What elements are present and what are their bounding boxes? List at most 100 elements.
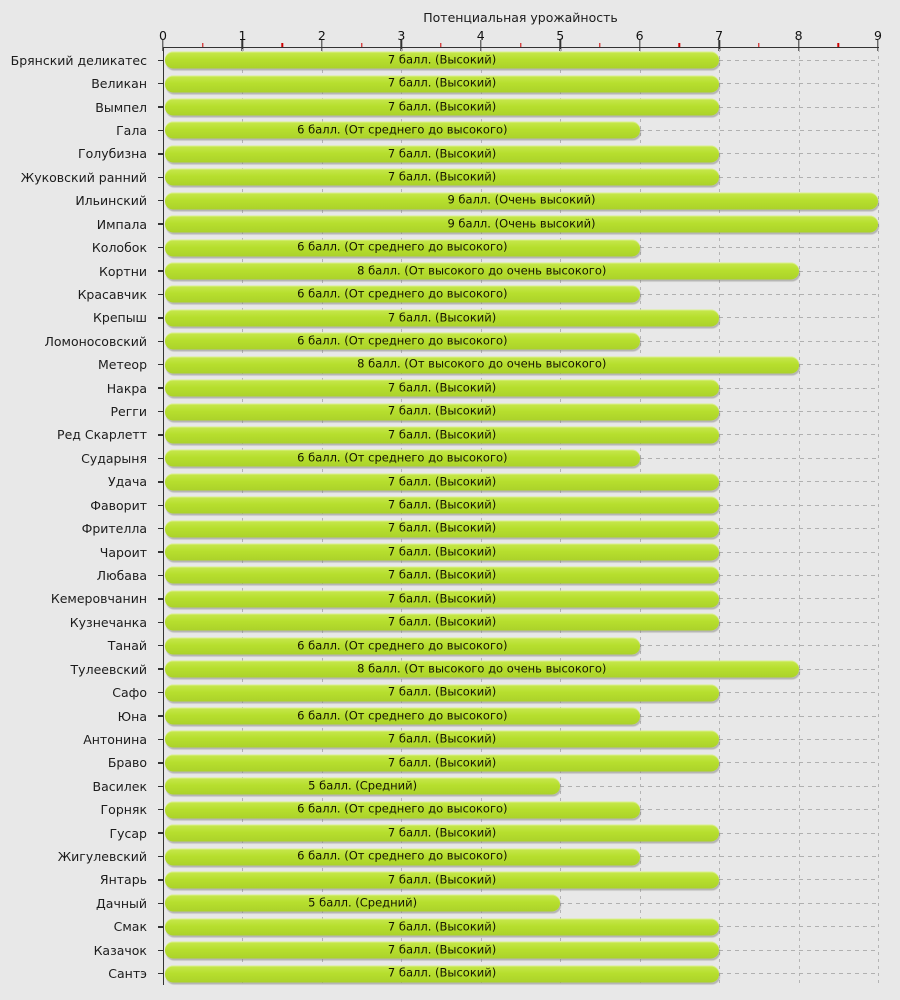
bar: 7 балл. (Высокий): [165, 684, 720, 702]
row-label: Гусар: [109, 825, 148, 841]
row-label: Кортни: [98, 263, 147, 279]
bar: 6 балл. (От среднего до высокого): [165, 707, 640, 725]
chart-row: Регги 7 балл. (Высокий): [0, 400, 878, 423]
row-label: Янтарь: [99, 872, 147, 888]
bar-area: 7 балл. (Высокий): [158, 939, 878, 962]
chart-row: Сафо 7 балл. (Высокий): [0, 681, 878, 704]
bar-area: 7 балл. (Высокий): [158, 49, 878, 72]
bar: 7 балл. (Высокий): [165, 51, 720, 69]
bar: 7 балл. (Высокий): [165, 543, 720, 561]
guide-line: [719, 621, 878, 623]
bar: 8 балл. (От высокого до очень высокого): [165, 356, 799, 374]
row-label: Сантэ: [108, 966, 147, 982]
bar-area: 6 балл. (От среднего до высокого): [158, 704, 878, 727]
bar-area: 6 балл. (От среднего до высокого): [158, 283, 878, 306]
chart-row: Накра 7 балл. (Высокий): [0, 376, 878, 399]
row-label: Фрителла: [81, 521, 147, 537]
chart-row: Кузнечанка 7 балл. (Высокий): [0, 611, 878, 634]
guide-line: [719, 176, 878, 178]
axis-title: Потенциальная урожайность: [423, 10, 618, 25]
bar-value-label: 6 балл. (От среднего до высокого): [297, 286, 508, 301]
bar: 7 балл. (Высокий): [165, 98, 720, 116]
row-label: Сударыня: [81, 450, 147, 466]
guide-line: [719, 574, 878, 576]
bar-value-label: 9 балл. (Очень высокий): [447, 192, 596, 207]
bar-value-label: 7 балл. (Высокий): [387, 99, 497, 114]
x-tick-label: 7: [715, 28, 724, 43]
x-tick-label: 9: [874, 28, 882, 43]
bar-area: 7 балл. (Высокий): [158, 915, 878, 938]
chart-row: Ломоносовский 6 балл. (От среднего до выс…: [0, 330, 878, 353]
row-label: Кемеровчанин: [50, 591, 147, 607]
x-minor-tick: [837, 43, 839, 48]
bar: 6 балл. (От среднего до высокого): [165, 121, 640, 139]
y-axis-tick: [158, 949, 163, 951]
row-label: Антонина: [83, 731, 147, 747]
bar-area: 8 балл. (От высокого до очень высокого): [158, 657, 878, 680]
bar: 6 балл. (От среднего до высокого): [165, 449, 640, 467]
chart-row: Любава 7 балл. (Высокий): [0, 564, 878, 587]
row-label: Красавчик: [77, 286, 147, 302]
vertical-gridline: [639, 49, 641, 985]
bar-area: 6 балл. (От среднего до высокого): [158, 845, 878, 868]
bar-area: 7 балл. (Высокий): [158, 587, 878, 610]
row-label: Великан: [91, 76, 147, 92]
bar-value-label: 7 балл. (Высокий): [387, 403, 497, 418]
chart-row: Танай 6 балл. (От среднего до высокого): [0, 634, 878, 657]
bar-value-label: 6 балл. (От среднего до высокого): [297, 638, 508, 652]
row-label: Василек: [92, 778, 147, 794]
y-axis-tick: [158, 293, 163, 296]
chart-row: Гусар 7 балл. (Высокий): [0, 821, 878, 844]
bar-value-label: 7 балл. (Высокий): [387, 310, 497, 325]
row-label: Регги: [110, 404, 148, 420]
bar-area: 7 балл. (Высокий): [158, 306, 878, 329]
x-major-tick: [718, 40, 720, 51]
guide-line: [798, 668, 878, 670]
guide-line: [719, 106, 878, 108]
row-label: Жигулевский: [57, 849, 147, 865]
bar-value-label: 6 балл. (От среднего до высокого): [297, 239, 508, 254]
row-label: Брянский деликатес: [10, 52, 147, 68]
bar-area: 7 балл. (Высокий): [158, 470, 878, 493]
bar: 7 балл. (Высокий): [165, 754, 720, 772]
bar-area: 7 балл. (Высокий): [158, 611, 878, 634]
bar-area: 7 балл. (Высокий): [158, 821, 878, 844]
row-label: Жуковский ранний: [20, 169, 147, 185]
bar-value-label: 7 балл. (Высокий): [387, 146, 497, 161]
vertical-gridline: [321, 49, 323, 985]
guide-line: [560, 902, 878, 904]
x-major-tick: [321, 40, 323, 51]
bar: 7 балл. (Высокий): [165, 426, 720, 444]
guide-line: [719, 949, 878, 951]
chart-row: Кемеровчанин 7 балл. (Высокий): [0, 587, 878, 610]
bar-value-label: 7 балл. (Высокий): [387, 380, 497, 395]
plot-area: Брянский деликатес 7 балл. (Высокий) Велик…: [0, 49, 878, 986]
guide-line: [639, 715, 878, 717]
bar-value-label: 6 балл. (От среднего до высокого): [297, 708, 508, 723]
guide-line: [639, 457, 878, 459]
chart-row: Горняк 6 балл. (От среднего до высокого): [0, 798, 878, 821]
y-axis-tick: [158, 926, 163, 928]
y-axis-tick: [158, 621, 163, 624]
row-label: Ред Скарлетт: [57, 427, 147, 443]
bar-value-label: 6 балл. (От среднего до высокого): [297, 122, 508, 137]
chart-row: Метеор 8 балл. (От высокого до очень высо…: [0, 353, 878, 376]
bar-value-label: 7 балл. (Высокий): [387, 591, 497, 606]
bar-value-label: 8 балл. (От высокого до очень высокого): [357, 263, 607, 278]
y-axis-tick: [158, 691, 163, 694]
row-label: Кузнечанка: [69, 614, 147, 630]
y-axis-tick: [158, 410, 163, 413]
bar-area: 9 балл. (Очень высокий): [158, 189, 878, 212]
bar: 7 балл. (Высокий): [165, 730, 720, 748]
chart-row: Чароит 7 балл. (Высокий): [0, 540, 878, 563]
row-label: Сафо: [112, 685, 147, 701]
bar: 7 балл. (Высокий): [165, 965, 720, 983]
y-axis-tick: [158, 317, 163, 319]
row-label: Дачный: [96, 895, 147, 911]
bar: 7 балл. (Высокий): [165, 145, 720, 163]
x-major-tick: [400, 40, 403, 51]
guide-line: [719, 481, 878, 483]
row-label: Танай: [107, 638, 147, 654]
row-label: Любава: [96, 567, 147, 583]
guide-line: [719, 59, 878, 61]
